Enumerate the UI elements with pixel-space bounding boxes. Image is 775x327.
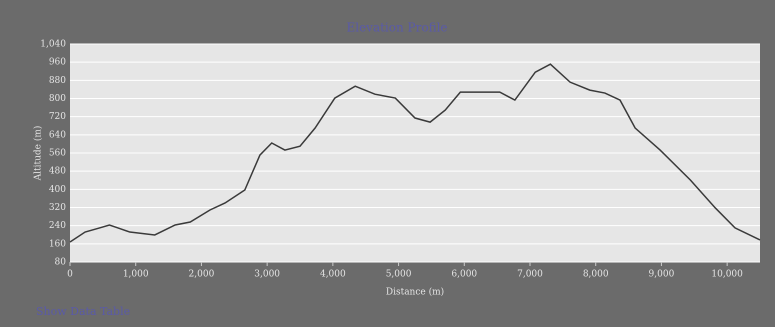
y-axis-label: Altitude (m) (33, 126, 44, 182)
y-tick-label: 800 (49, 94, 66, 104)
y-tick-label: 640 (49, 130, 66, 140)
x-tick-label: 9,000 (649, 270, 675, 280)
y-tick-label: 80 (55, 258, 67, 268)
y-tick-label: 1,040 (40, 40, 66, 50)
y-tick-label: 320 (49, 203, 66, 213)
y-tick-label: 960 (49, 58, 66, 68)
y-tick-label: 560 (49, 149, 66, 159)
y-tick-label: 400 (49, 185, 66, 195)
y-tick-label: 880 (49, 76, 66, 86)
x-tick-label: 0 (67, 270, 73, 280)
x-tick-label: 7,000 (517, 270, 543, 280)
y-tick-label: 160 (49, 239, 66, 249)
x-tick-label: 2,000 (189, 270, 215, 280)
x-tick-label: 10,000 (711, 270, 743, 280)
x-tick-label: 4,000 (320, 270, 346, 280)
x-tick-label: 3,000 (254, 270, 280, 280)
y-tick-label: 240 (49, 221, 66, 231)
y-tick-label: 720 (49, 112, 66, 122)
chart-title: Elevation Profile (346, 21, 447, 35)
x-tick-label: 8,000 (583, 270, 609, 280)
line (69, 63, 761, 243)
x-tick-label: 6,000 (451, 270, 477, 280)
x-tick-label: 5,000 (386, 270, 412, 280)
x-axis-label: Distance (m) (386, 287, 444, 298)
x-tick-label: 1,000 (123, 270, 149, 280)
footer-link[interactable]: Show Data Table (36, 305, 130, 318)
y-tick-label: 480 (49, 167, 66, 177)
